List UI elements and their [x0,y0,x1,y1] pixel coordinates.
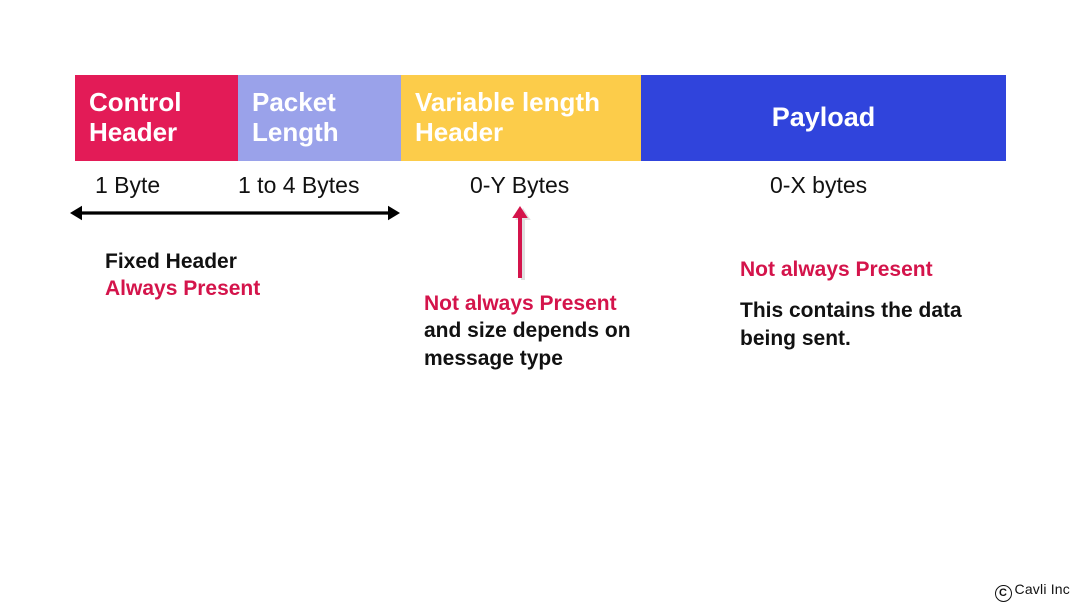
block-variable-length-header-label: Variable lengthHeader [415,88,600,148]
footer-text: Cavli Inc [1015,581,1070,597]
note-payload-rest: This contains the data being sent. [740,297,1010,352]
note-variable-header-red: Not always Present [424,292,617,315]
block-variable-length-header: Variable lengthHeader [401,75,641,161]
footer-credit: CCavli Inc [995,581,1070,602]
note-fixed-header: Fixed Header Always Present [105,248,260,303]
note-payload: Not always Present This contains the dat… [740,256,1010,352]
block-control-header-label: ControlHeader [89,88,181,148]
block-control-header: ControlHeader [75,75,238,161]
note-payload-red: Not always Present [740,256,1010,283]
note-variable-header-rest: and size depends on message type [424,319,631,369]
copyright-icon: C [995,585,1012,602]
block-packet-length-label: PacketLength [252,88,339,148]
block-payload-label: Payload [772,102,876,133]
size-label-payload: 0-X bytes [770,172,867,199]
diagram-stage: ControlHeader PacketLength Variable leng… [0,0,1080,608]
note-fixed-header-line2: Always Present [105,275,260,302]
size-label-packet: 1 to 4 Bytes [238,172,359,199]
size-label-variable: 0-Y Bytes [470,172,569,199]
note-variable-header: Not always Present and size depends on m… [424,290,684,372]
note-fixed-header-line1: Fixed Header [105,248,260,275]
size-label-control: 1 Byte [95,172,160,199]
block-packet-length: PacketLength [238,75,401,161]
block-payload: Payload [641,75,1006,161]
